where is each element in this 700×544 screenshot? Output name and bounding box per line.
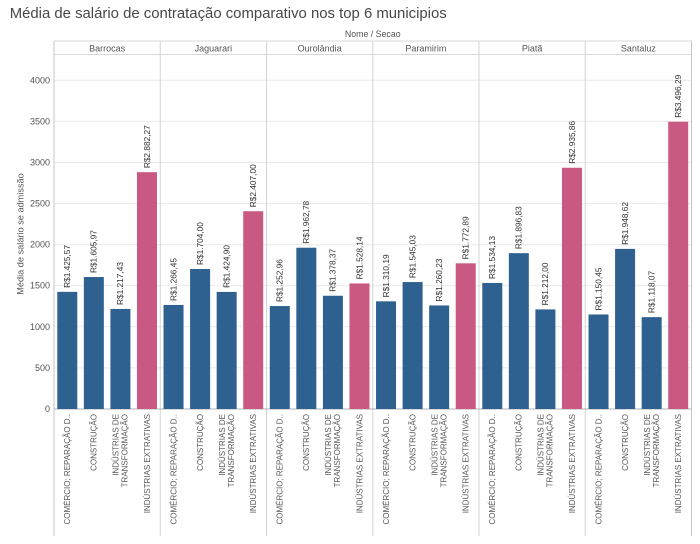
svg-text:INDÚSTRIAS EXTRATIVAS: INDÚSTRIAS EXTRATIVAS [462,414,471,513]
svg-text:R$3.496,29: R$3.496,29 [673,74,683,117]
svg-text:Santaluz: Santaluz [621,44,657,54]
svg-text:R$1.217,43: R$1.217,43 [115,262,125,305]
svg-text:CONSTRUÇÃO: CONSTRUÇÃO [408,414,417,471]
svg-text:1500: 1500 [30,281,50,291]
svg-text:Barrocas: Barrocas [89,44,126,54]
svg-text:R$1.266,45: R$1.266,45 [168,258,178,301]
svg-text:R$1.260,23: R$1.260,23 [434,258,444,301]
svg-text:INDÚSTRIAS EXTRATIVAS: INDÚSTRIAS EXTRATIVAS [568,414,577,513]
svg-text:INDÚSTRIAS DE: INDÚSTRIAS DE [430,414,439,476]
svg-text:COMÉRCIO; REPARAÇÃO D..: COMÉRCIO; REPARAÇÃO D.. [169,414,178,525]
svg-text:CONSTRUÇÃO: CONSTRUÇÃO [302,414,311,471]
svg-text:Jaguarari: Jaguarari [195,44,233,54]
svg-text:INDÚSTRIAS EXTRATIVAS: INDÚSTRIAS EXTRATIVAS [143,414,152,513]
svg-text:TRANSFORMAÇÃO: TRANSFORMAÇÃO [546,414,555,487]
svg-text:INDÚSTRIAS DE: INDÚSTRIAS DE [643,414,652,476]
svg-text:R$1.150,45: R$1.150,45 [593,267,603,310]
svg-text:COMÉRCIO; REPARAÇÃO D..: COMÉRCIO; REPARAÇÃO D.. [63,414,72,525]
svg-text:TRANSFORMAÇÃO: TRANSFORMAÇÃO [227,414,236,487]
svg-text:INDÚSTRIAS DE: INDÚSTRIAS DE [324,414,333,476]
svg-text:1000: 1000 [30,322,50,332]
svg-text:Nome / Secao: Nome / Secao [345,29,401,39]
svg-text:Média de salário de contrataçã: Média de salário de contratação comparat… [10,6,447,22]
svg-text:R$1.425,57: R$1.425,57 [62,245,72,288]
svg-text:CONSTRUÇÃO: CONSTRUÇÃO [196,414,205,471]
svg-text:INDÚSTRIAS DE: INDÚSTRIAS DE [218,414,227,476]
svg-text:R$1.212,00: R$1.212,00 [540,262,550,305]
svg-text:INDÚSTRIAS EXTRATIVAS: INDÚSTRIAS EXTRATIVAS [674,414,683,513]
svg-text:CONSTRUÇÃO: CONSTRUÇÃO [515,414,524,471]
svg-text:R$1.378,37: R$1.378,37 [328,248,338,291]
svg-text:4000: 4000 [30,75,50,85]
svg-text:INDÚSTRIAS DE: INDÚSTRIAS DE [537,414,546,476]
svg-text:R$1.528,14: R$1.528,14 [354,236,364,279]
svg-text:0: 0 [45,404,50,414]
svg-text:TRANSFORMAÇÃO: TRANSFORMAÇÃO [333,414,342,487]
svg-text:R$1.772,89: R$1.772,89 [461,216,471,259]
svg-text:TRANSFORMAÇÃO: TRANSFORMAÇÃO [652,414,661,487]
svg-text:500: 500 [35,363,50,373]
svg-text:INDÚSTRIAS DE: INDÚSTRIAS DE [112,414,121,476]
svg-text:COMÉRCIO; REPARAÇÃO D..: COMÉRCIO; REPARAÇÃO D.. [382,414,391,525]
svg-text:INDÚSTRIAS EXTRATIVAS: INDÚSTRIAS EXTRATIVAS [355,414,364,513]
svg-text:COMÉRCIO; REPARAÇÃO D..: COMÉRCIO; REPARAÇÃO D.. [594,414,603,525]
svg-text:R$2.882,27: R$2.882,27 [142,125,152,168]
svg-text:3000: 3000 [30,158,50,168]
svg-text:Piatã: Piatã [522,44,543,54]
svg-text:R$1.704,00: R$1.704,00 [195,222,205,265]
svg-text:TRANSFORMAÇÃO: TRANSFORMAÇÃO [121,414,130,487]
svg-text:R$1.896,83: R$1.896,83 [514,206,524,249]
svg-text:R$1.545,03: R$1.545,03 [407,235,417,278]
svg-text:R$2.407,00: R$2.407,00 [248,164,258,207]
svg-text:R$1.962,78: R$1.962,78 [301,200,311,243]
svg-text:R$1.534,13: R$1.534,13 [487,236,497,279]
svg-text:COMÉRCIO; REPARAÇÃO D..: COMÉRCIO; REPARAÇÃO D.. [276,414,285,525]
svg-text:2500: 2500 [30,199,50,209]
svg-text:R$1.310,19: R$1.310,19 [381,254,391,297]
svg-text:R$1.252,96: R$1.252,96 [275,259,285,302]
svg-text:INDÚSTRIAS EXTRATIVAS: INDÚSTRIAS EXTRATIVAS [249,414,258,513]
svg-text:3500: 3500 [30,116,50,126]
svg-text:TRANSFORMAÇÃO: TRANSFORMAÇÃO [439,414,448,487]
svg-text:CONSTRUÇÃO: CONSTRUÇÃO [90,414,99,471]
svg-text:R$1.424,90: R$1.424,90 [221,245,231,288]
svg-text:R$1.948,62: R$1.948,62 [620,202,630,245]
svg-text:COMÉRCIO; REPARAÇÃO D..: COMÉRCIO; REPARAÇÃO D.. [488,414,497,525]
svg-text:CONSTRUÇÃO: CONSTRUÇÃO [621,414,630,471]
svg-text:Ourolândia: Ourolândia [298,44,342,54]
svg-text:Média de salário se admissão: Média de salário se admissão [16,173,26,295]
svg-text:R$2.935,86: R$2.935,86 [567,120,577,163]
svg-text:R$1.605,97: R$1.605,97 [89,230,99,273]
svg-text:2000: 2000 [30,240,50,250]
svg-text:Paramirim: Paramirim [405,44,446,54]
svg-text:R$1.118,07: R$1.118,07 [646,270,656,313]
